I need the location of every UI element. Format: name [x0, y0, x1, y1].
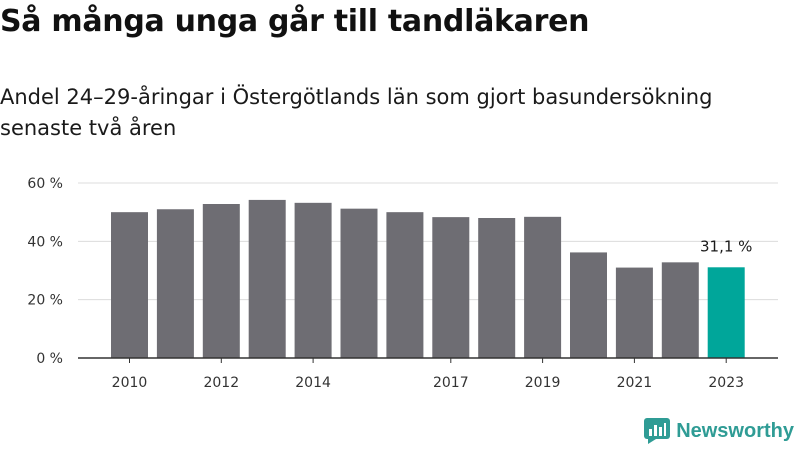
bar: [478, 218, 516, 358]
bar: [340, 208, 378, 358]
brand-name: Newsworthy: [676, 419, 794, 442]
bar: [386, 212, 424, 358]
x-tick-label: 2014: [295, 375, 331, 391]
bar: [570, 252, 607, 358]
y-tick-label: 0 %: [36, 351, 63, 367]
bar: [524, 216, 562, 358]
bar: [294, 202, 332, 358]
bar: [432, 217, 470, 358]
x-tick-label: 2019: [525, 375, 561, 391]
x-tick-label: 2023: [708, 375, 744, 391]
bar: [202, 204, 240, 358]
x-tick-label: 2017: [433, 375, 469, 391]
y-tick-label: 60 %: [27, 176, 63, 192]
y-tick-label: 40 %: [27, 234, 63, 250]
chart-title: Så många unga går till tandläkaren: [0, 4, 590, 39]
brand-logo: Newsworthy: [644, 418, 794, 444]
bar: [248, 199, 286, 358]
bar: [661, 262, 699, 358]
x-tick-label: 2021: [617, 375, 653, 391]
newsworthy-logo-icon: [644, 418, 671, 444]
bar: [156, 209, 194, 358]
y-tick-label: 20 %: [27, 293, 63, 309]
data-label: 31,1 %: [700, 237, 752, 255]
bar: [615, 267, 653, 358]
highlight-bar: [707, 267, 745, 358]
x-tick-label: 2012: [203, 375, 239, 391]
bar: [111, 212, 148, 358]
chart-subtitle: Andel 24–29-åringar i Östergötlands län …: [0, 85, 713, 140]
x-tick-label: 2010: [112, 375, 148, 391]
